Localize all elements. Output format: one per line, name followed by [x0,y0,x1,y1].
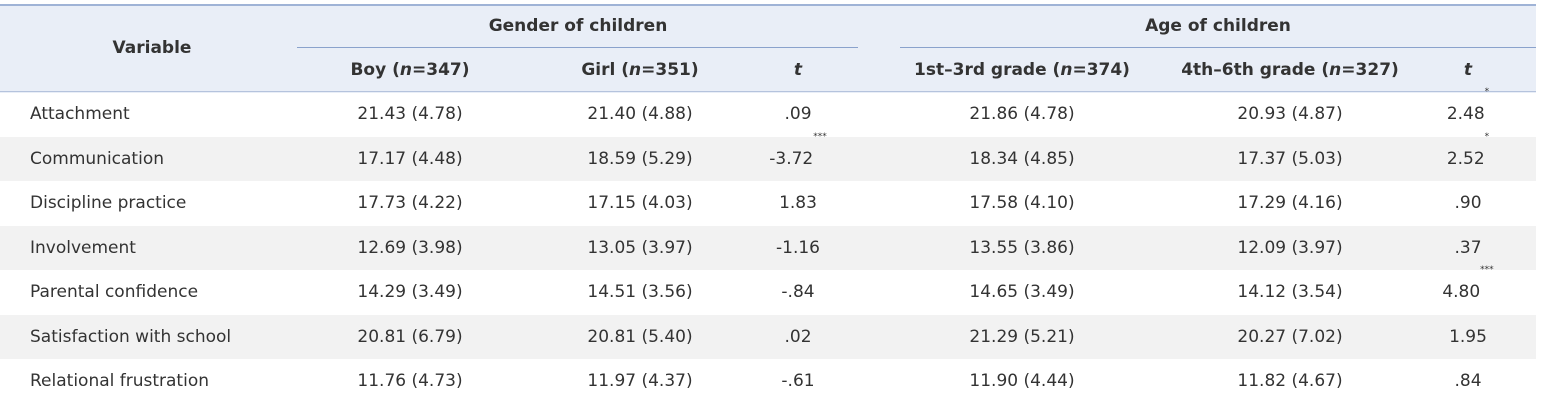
column-header: 4th–6th grade (n=327) [1181,60,1399,80]
cell: 1.83 [779,193,817,213]
header-background [0,4,1536,93]
cell: 11.90 (4.44) [969,371,1075,391]
significance: *** [1480,265,1494,275]
cell: 2.52 * [1446,132,1489,181]
cell: 20.27 (7.02) [1237,326,1343,347]
value: 4.80 [1442,282,1481,302]
header-rule [0,91,1536,92]
cell: 2.48 * [1446,88,1489,136]
cell: 17.58 (4.10) [969,193,1075,213]
cell: 11.76 (4.73) [357,371,463,391]
cell: 20.81 (5.40) [587,326,693,347]
row-background [0,136,1536,181]
cell: .84 [1454,371,1482,391]
cell: 17.73 (4.22) [357,193,463,213]
row-background [0,314,1536,359]
group-rule [900,47,1536,48]
column-header: Girl (n=351) [581,60,699,80]
column-header: Boy (n=347) [350,60,470,80]
group-header: Gender of children [488,16,668,36]
significance: *** [813,131,827,142]
cell: 13.55 (3.86) [969,237,1075,258]
cell: 14.29 (3.49) [357,282,463,302]
cell: 13.05 (3.97) [587,237,693,258]
value: 2.52 [1446,148,1485,169]
cell: .09 [784,104,812,124]
value: -3.72 [769,148,814,169]
cell: 21.29 (5.21) [969,326,1075,347]
row-label: Attachment [30,104,130,124]
cell: 11.82 (4.67) [1237,371,1343,391]
cell: 14.12 (3.54) [1237,282,1343,302]
cell: 12.09 (3.97) [1237,237,1343,258]
row-background [0,225,1536,270]
cell: 17.37 (5.03) [1237,148,1343,169]
column-header: t [1463,60,1473,80]
cell: .02 [784,326,812,347]
significance: * [1484,87,1490,97]
row-label: Satisfaction with school [30,326,232,347]
group-rule [297,47,858,48]
cell: 20.93 (4.87) [1237,104,1343,124]
significance: * [1484,131,1490,142]
cell: .37 [1454,237,1482,258]
cell: 12.69 (3.98) [357,237,463,258]
cell: -3.72 *** [769,132,827,181]
value: 2.48 [1446,104,1485,124]
cell: 17.15 (4.03) [587,193,693,213]
group-header: Age of children [1145,16,1291,36]
cell: -.84 [781,282,815,302]
cell: 21.86 (4.78) [969,104,1075,124]
cell: 4.80 *** [1442,266,1493,314]
cell: 21.43 (4.78) [357,104,463,124]
cell: 21.40 (4.88) [587,104,693,124]
cell: 17.29 (4.16) [1237,193,1343,213]
row-label: Involvement [30,237,136,258]
row-label: Communication [30,148,164,169]
cell: -1.16 [776,237,820,258]
cell: -.61 [781,371,815,391]
column-header: 1st–3rd grade (n=374) [914,60,1130,80]
cell: 17.17 (4.48) [357,148,463,169]
cell: 1.95 [1449,326,1487,347]
row-label: Discipline practice [30,193,187,213]
row-label: Relational frustration [30,371,209,391]
row-label: Parental confidence [30,282,199,302]
cell: 18.34 (4.85) [969,148,1075,169]
cell: 20.81 (6.79) [357,326,463,347]
cell: 18.59 (5.29) [587,148,693,169]
cell: 11.97 (4.37) [587,371,693,391]
cell: 14.51 (3.56) [587,282,693,302]
column-header: t [793,60,803,80]
cell: .90 [1454,193,1482,213]
cell: 14.65 (3.49) [969,282,1075,302]
variable-header: Variable [112,38,192,58]
